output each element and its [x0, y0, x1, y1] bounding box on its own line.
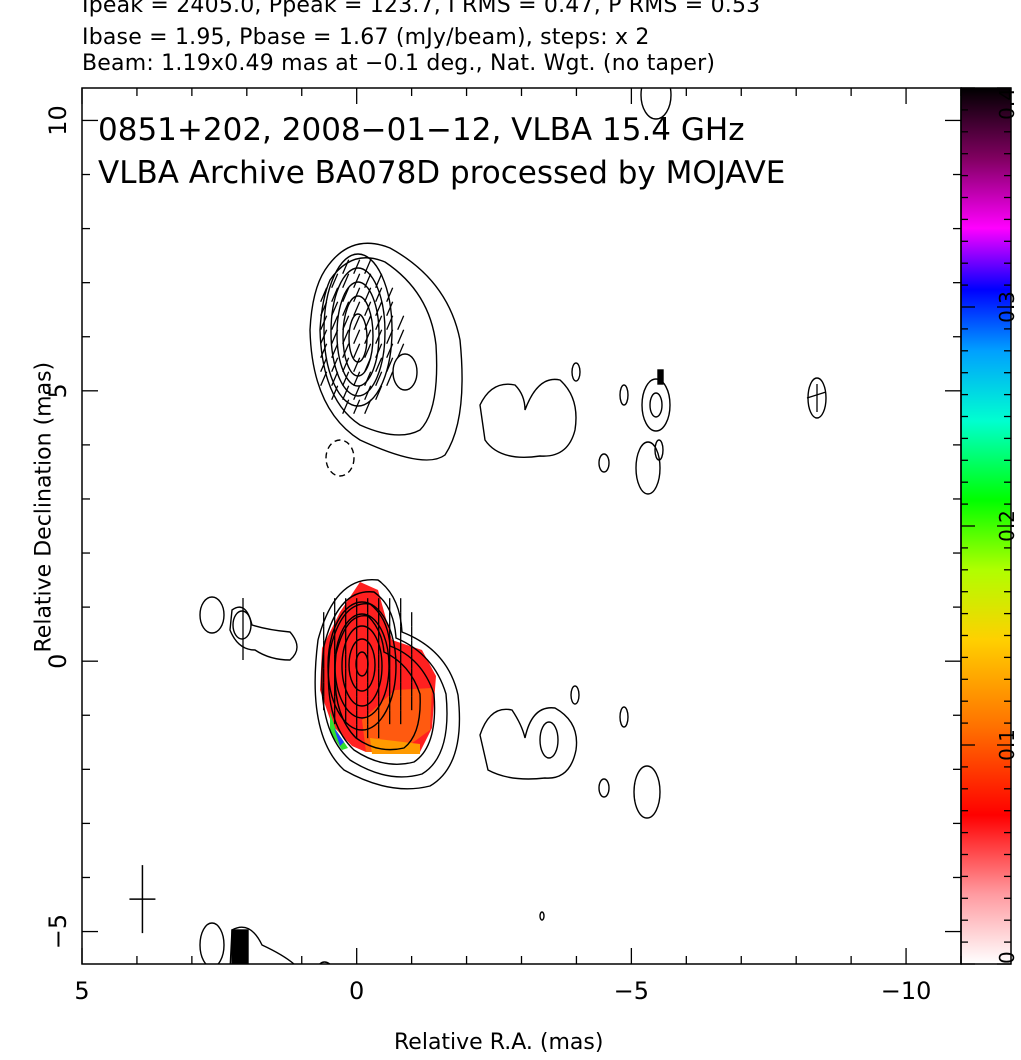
evpa-vector — [353, 259, 361, 274]
beam-marker — [129, 865, 156, 934]
plot-title-line2: VLBA Archive BA078D processed by MOJAVE — [98, 155, 785, 191]
evpa-vector — [397, 343, 405, 358]
evpa-vector — [342, 385, 350, 400]
evpa-vector — [386, 287, 394, 302]
evpa-vector — [375, 371, 383, 386]
evpa-vector — [331, 329, 339, 344]
evpa-vector — [375, 287, 383, 302]
evpa-vector — [342, 357, 350, 372]
y-axis-label: Relative Declination (mas) — [31, 361, 57, 653]
colorbar-tick-label: 0.2 — [995, 510, 1019, 542]
evpa-vector — [386, 357, 394, 372]
evpa-vector — [364, 273, 372, 288]
evpa-vector — [364, 329, 372, 344]
evpa-vector — [364, 315, 372, 330]
y-tick-label: 10 — [44, 105, 72, 136]
evpa-vector — [342, 273, 350, 288]
evpa-vector — [397, 315, 405, 330]
evpa-vector — [331, 343, 339, 358]
x-tick-label: −10 — [881, 977, 932, 1005]
header-line-peaks: Ipeak = 2405.0, Ppeak = 123.7, I RMS = 0… — [82, 0, 761, 18]
y-tick-label: 5 — [44, 383, 72, 398]
evpa-vector — [364, 259, 372, 274]
y-tick-label: 0 — [44, 654, 72, 669]
evpa-vector — [342, 259, 350, 274]
evpa-vector — [353, 399, 361, 414]
evpa-vector — [386, 329, 394, 344]
evpa-vector — [397, 329, 405, 344]
evpa-vector — [331, 385, 339, 400]
evpa-vector — [331, 371, 339, 386]
evpa-vector — [364, 301, 372, 316]
evpa-vector — [331, 301, 339, 316]
evpa-vector — [320, 357, 328, 372]
evpa-vector — [364, 287, 372, 302]
colorbar-tick-label: 0 — [995, 951, 1019, 964]
evpa-vector — [375, 301, 383, 316]
evpa-vector — [342, 399, 350, 414]
evpa-vector — [320, 287, 328, 302]
polarization-overlay — [320, 582, 436, 754]
evpa-vector — [331, 273, 339, 288]
evpa-vector — [342, 343, 350, 358]
intensity-contours — [199, 88, 827, 964]
x-axis-label: Relative R.A. (mas) — [394, 1030, 604, 1055]
x-tick-label: −5 — [614, 977, 649, 1005]
evpa-vector — [375, 343, 383, 358]
x-tick-label: 5 — [74, 977, 89, 1005]
header-line-beam: Beam: 1.19x0.49 mas at −0.1 deg., Nat. W… — [82, 51, 716, 76]
evpa-vector — [320, 343, 328, 358]
evpa-vector — [320, 329, 328, 344]
evpa-vector — [364, 371, 372, 386]
evpa-vector — [364, 385, 372, 400]
evpa-vector — [353, 301, 361, 316]
plot-frame — [81, 87, 962, 965]
y-tick-label: −5 — [44, 914, 72, 949]
evpa-vector — [353, 315, 361, 330]
evpa-vector — [353, 287, 361, 302]
evpa-vector — [353, 329, 361, 344]
evpa-vector — [386, 301, 394, 316]
evpa-vector — [320, 315, 328, 330]
evpa-vector — [364, 343, 372, 358]
evpa-vector — [342, 287, 350, 302]
evpa-vector — [342, 301, 350, 316]
evpa-vector — [342, 329, 350, 344]
x-tick-label: 0 — [349, 977, 364, 1005]
evpa-vector — [320, 301, 328, 316]
evpa-vector — [386, 315, 394, 330]
evpa-vector — [353, 343, 361, 358]
evpa-vector — [353, 357, 361, 372]
evpa-vector — [386, 371, 394, 386]
colorbar-tick-label: 0.1 — [995, 729, 1019, 761]
header-line-base: Ibase = 1.95, Pbase = 1.67 (mJy/beam), s… — [82, 25, 650, 50]
plot-title-line1: 0851+202, 2008−01−12, VLBA 15.4 GHz — [98, 112, 744, 148]
evpa-vector — [375, 329, 383, 344]
evpa-vector — [342, 371, 350, 386]
evpa-vector — [353, 371, 361, 386]
colorbar-tick-label: 0.4 — [995, 88, 1019, 120]
evpa-vector — [331, 357, 339, 372]
evpa-vector — [375, 315, 383, 330]
evpa-vector — [353, 273, 361, 288]
evpa-vector — [331, 315, 339, 330]
evpa-vector — [386, 343, 394, 358]
evpa-vector — [342, 315, 350, 330]
evpa-vector — [320, 371, 328, 386]
evpa-vector — [364, 357, 372, 372]
evpa-vector — [375, 357, 383, 372]
evpa-vector — [375, 273, 383, 288]
evpa-vector — [331, 287, 339, 302]
evpa-vector — [364, 399, 372, 414]
colorbar-tick-label: 0.3 — [995, 291, 1019, 323]
polarization-vectors — [242, 259, 827, 739]
evpa-vector — [375, 385, 383, 400]
evpa-vector — [353, 385, 361, 400]
